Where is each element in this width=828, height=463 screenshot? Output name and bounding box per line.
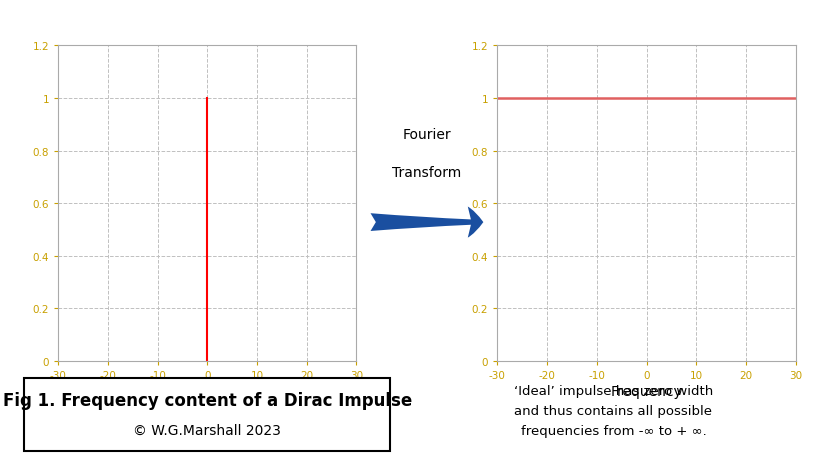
Text: Transform: Transform (392, 165, 461, 179)
Text: © W.G.Marshall 2023: © W.G.Marshall 2023 (133, 423, 281, 437)
X-axis label: Time: Time (190, 384, 224, 398)
FancyBboxPatch shape (24, 378, 390, 450)
Text: Fig 1. Frequency content of a Dirac Impulse: Fig 1. Frequency content of a Dirac Impu… (2, 391, 412, 409)
X-axis label: Frequency: Frequency (610, 384, 681, 398)
Text: ‘Ideal’ impulse has zero width
and thus contains all possible
frequencies from -: ‘Ideal’ impulse has zero width and thus … (513, 384, 712, 437)
Text: Fourier: Fourier (402, 127, 450, 141)
